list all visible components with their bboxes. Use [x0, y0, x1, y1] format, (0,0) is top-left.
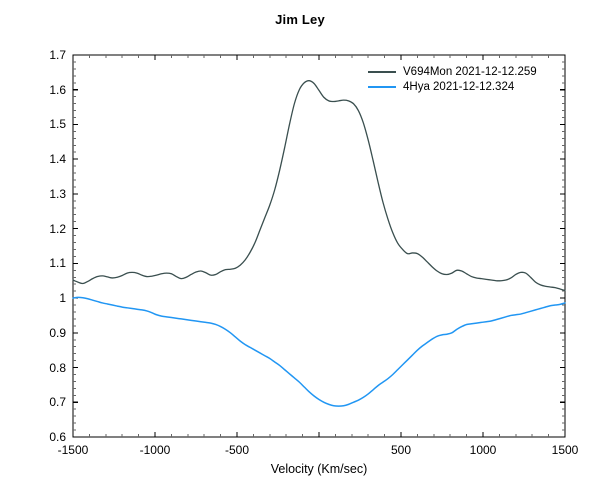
- series-line-0: [72, 80, 566, 292]
- series-line-1: [72, 296, 566, 407]
- y-tick-label: 0.7: [49, 395, 66, 410]
- x-tick-label: -500: [224, 443, 250, 457]
- x-tick-label: 1000: [469, 443, 497, 457]
- legend-swatch-series-1: [368, 85, 396, 88]
- x-tick-label: 500: [390, 443, 412, 457]
- y-tick-label: 0.8: [49, 360, 66, 375]
- y-tick-label: 1.4: [49, 152, 66, 167]
- y-tick-label: 1.6: [49, 82, 66, 97]
- x-axis-title: Velocity (Km/sec): [270, 462, 368, 476]
- x-tick-label: -1500: [57, 443, 89, 457]
- legend-item: V694Mon 2021-12-12.259: [368, 64, 537, 79]
- legend-swatch-series-0: [368, 70, 396, 73]
- y-tick-label: 1.3: [49, 186, 66, 201]
- tick-marks: [72, 54, 566, 438]
- y-tick-label: 0.9: [49, 325, 66, 340]
- legend-label-series-0: V694Mon 2021-12-12.259: [403, 65, 537, 78]
- y-tick-label: 0.6: [49, 430, 66, 444]
- series-lines: [72, 80, 566, 407]
- legend-label-series-1: 4Hya 2021-12-12.324: [403, 80, 515, 93]
- x-tick-label: -1000: [139, 443, 171, 457]
- y-tick-label: 1.2: [49, 221, 66, 236]
- y-tick-label: 1.7: [49, 48, 66, 62]
- x-tick-label: 1500: [551, 443, 579, 457]
- y-tick-label: 1.5: [49, 117, 66, 132]
- page-title: Jim Ley: [275, 12, 325, 27]
- y-tick-label: 1.1: [49, 256, 66, 271]
- legend-item: 4Hya 2021-12-12.324: [368, 79, 537, 94]
- axis-frame: [72, 54, 566, 438]
- y-tick-label: 1: [59, 291, 66, 306]
- chart-legend: V694Mon 2021-12-12.259 4Hya 2021-12-12.3…: [368, 64, 537, 94]
